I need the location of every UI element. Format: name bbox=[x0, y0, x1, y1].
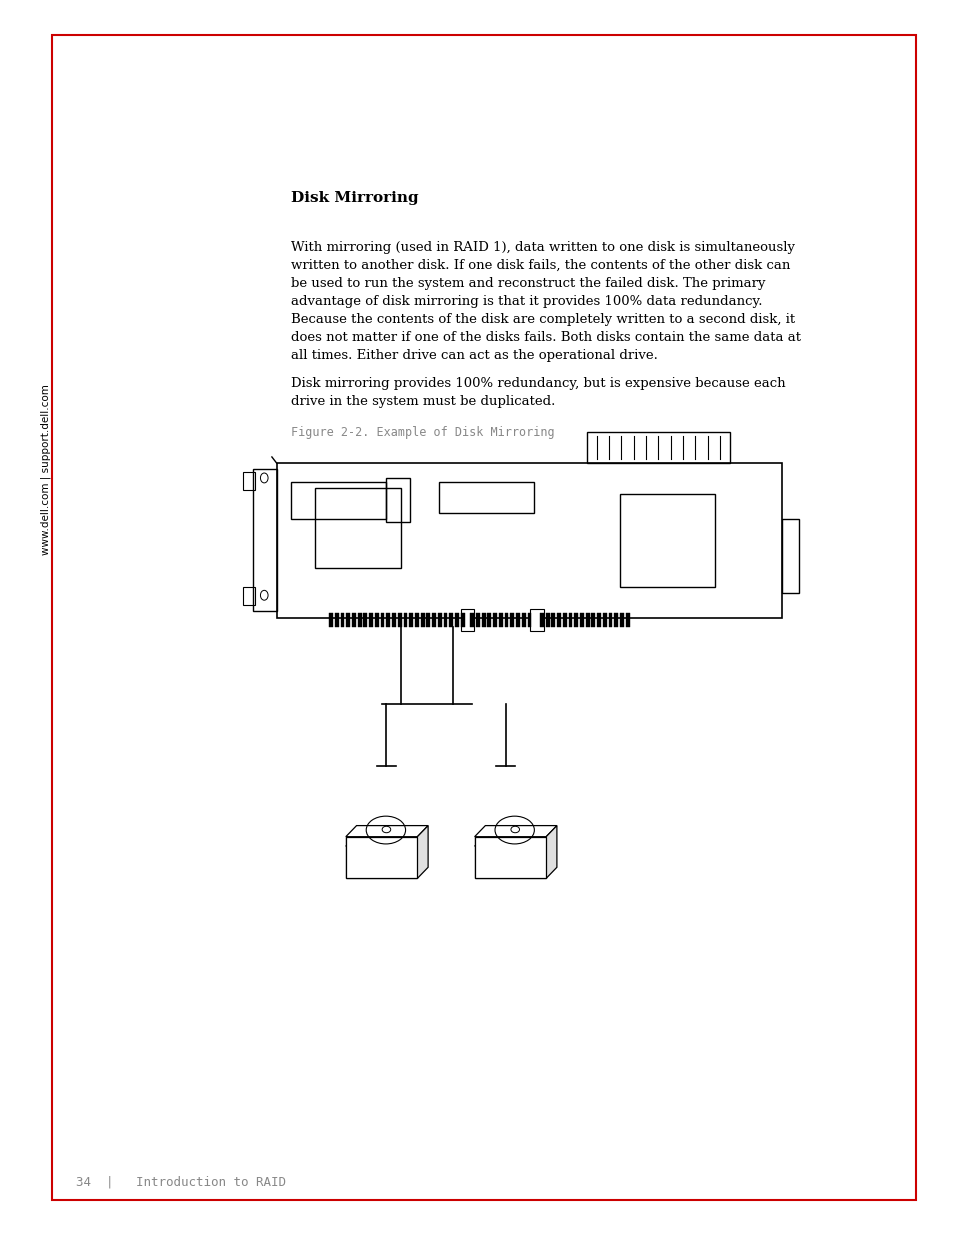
Bar bbox=[625, 613, 629, 627]
Bar bbox=[781, 519, 799, 593]
Polygon shape bbox=[345, 825, 428, 837]
Bar bbox=[586, 432, 729, 463]
Bar bbox=[357, 613, 361, 627]
Bar bbox=[545, 613, 549, 627]
Bar bbox=[481, 613, 485, 627]
Bar bbox=[530, 609, 543, 631]
Bar bbox=[460, 609, 474, 631]
Polygon shape bbox=[545, 825, 557, 878]
Bar bbox=[460, 613, 464, 627]
Bar bbox=[340, 613, 344, 627]
Bar bbox=[314, 488, 400, 568]
Bar bbox=[585, 613, 589, 627]
Bar bbox=[619, 613, 623, 627]
Bar bbox=[397, 613, 401, 627]
Bar bbox=[449, 613, 453, 627]
Bar bbox=[403, 613, 407, 627]
Bar bbox=[455, 613, 458, 627]
Bar bbox=[392, 613, 395, 627]
Bar bbox=[352, 613, 355, 627]
Bar bbox=[510, 613, 514, 627]
Bar bbox=[276, 463, 781, 618]
Bar bbox=[602, 613, 606, 627]
Bar bbox=[614, 613, 618, 627]
Text: www.dell.com | support.dell.com: www.dell.com | support.dell.com bbox=[40, 384, 51, 555]
Polygon shape bbox=[475, 837, 545, 878]
Bar bbox=[539, 613, 543, 627]
Polygon shape bbox=[345, 837, 416, 878]
Bar bbox=[493, 613, 497, 627]
Bar bbox=[574, 613, 578, 627]
Bar bbox=[380, 613, 384, 627]
Bar bbox=[415, 613, 418, 627]
Bar bbox=[409, 613, 413, 627]
Bar bbox=[437, 613, 441, 627]
Polygon shape bbox=[416, 825, 428, 878]
Bar bbox=[568, 613, 572, 627]
Bar bbox=[591, 613, 595, 627]
Bar bbox=[363, 613, 367, 627]
Bar bbox=[386, 478, 410, 522]
Bar bbox=[426, 613, 430, 627]
Bar bbox=[443, 613, 447, 627]
Text: Disk Mirroring: Disk Mirroring bbox=[291, 191, 418, 205]
Bar bbox=[516, 613, 519, 627]
Bar bbox=[579, 613, 583, 627]
Bar bbox=[562, 613, 566, 627]
Bar bbox=[608, 613, 612, 627]
Bar bbox=[498, 613, 502, 627]
Bar bbox=[487, 613, 491, 627]
Bar bbox=[619, 494, 715, 587]
Bar bbox=[375, 613, 378, 627]
Bar bbox=[527, 613, 531, 627]
Bar bbox=[597, 613, 600, 627]
Bar bbox=[243, 587, 254, 605]
Text: Figure 2-2. Example of Disk Mirroring: Figure 2-2. Example of Disk Mirroring bbox=[291, 426, 554, 440]
Bar bbox=[504, 613, 508, 627]
Bar bbox=[551, 613, 555, 627]
Polygon shape bbox=[475, 825, 557, 837]
Bar bbox=[386, 613, 390, 627]
Bar bbox=[291, 482, 386, 519]
Bar bbox=[335, 613, 338, 627]
Bar bbox=[329, 613, 333, 627]
Bar bbox=[253, 469, 276, 611]
Bar bbox=[521, 613, 525, 627]
Bar bbox=[369, 613, 373, 627]
Bar bbox=[420, 613, 424, 627]
Bar bbox=[476, 613, 479, 627]
Bar bbox=[432, 613, 436, 627]
Text: 34  |   Introduction to RAID: 34 | Introduction to RAID bbox=[76, 1174, 286, 1188]
Bar bbox=[438, 482, 534, 513]
Bar bbox=[243, 472, 254, 490]
Text: With mirroring (used in RAID 1), data written to one disk is simultaneously
writ: With mirroring (used in RAID 1), data wr… bbox=[291, 241, 801, 362]
Bar bbox=[557, 613, 560, 627]
Bar bbox=[470, 613, 474, 627]
Text: Disk mirroring provides 100% redundancy, but is expensive because each
drive in : Disk mirroring provides 100% redundancy,… bbox=[291, 377, 784, 408]
Bar bbox=[346, 613, 350, 627]
